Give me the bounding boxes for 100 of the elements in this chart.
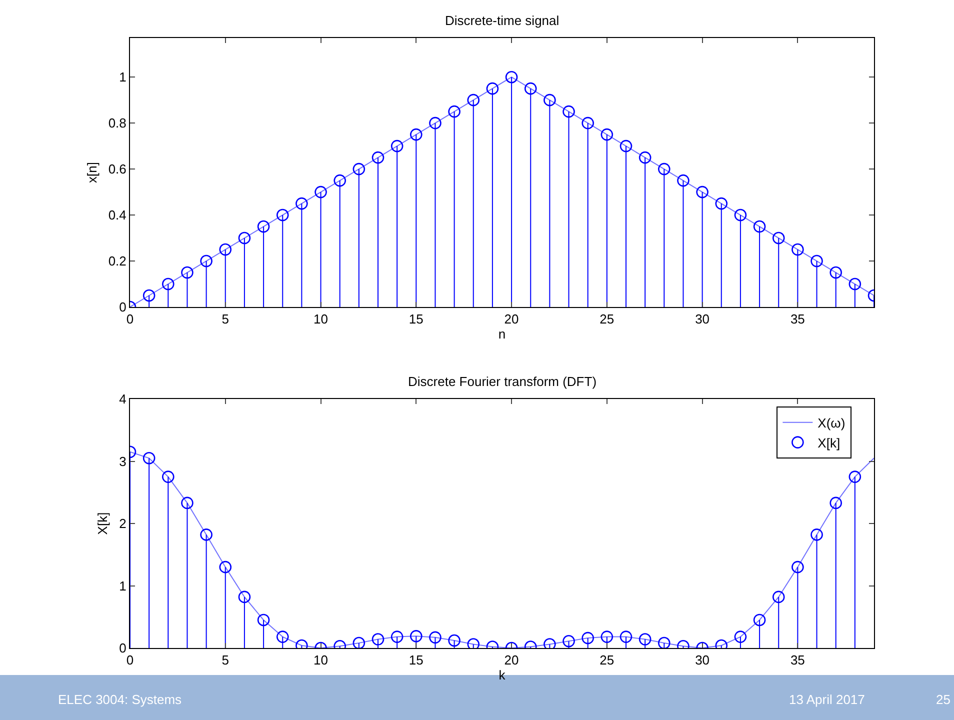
point [753, 220, 766, 233]
point [276, 208, 289, 222]
point [734, 208, 747, 222]
point [505, 70, 518, 84]
point [390, 140, 404, 152]
point [562, 105, 575, 118]
point [238, 590, 251, 604]
point [467, 94, 480, 106]
y-tick-label: 0 [119, 300, 126, 315]
chart-title: Discrete-time signal [445, 13, 560, 28]
point [448, 105, 460, 118]
point [410, 630, 422, 642]
x-tick-label: 15 [408, 652, 424, 668]
point [314, 186, 327, 198]
point [677, 174, 690, 187]
point [162, 278, 174, 290]
x-tick-label: 35 [790, 312, 805, 327]
point [200, 254, 212, 268]
point [486, 82, 499, 95]
x-axis-title: k [498, 668, 506, 683]
x-tick-label: 30 [695, 312, 710, 327]
point [181, 496, 194, 510]
point [257, 614, 270, 626]
y-tick-label: 4 [119, 392, 126, 407]
point [544, 94, 556, 106]
point [219, 560, 232, 574]
point [257, 220, 270, 233]
point [734, 630, 747, 643]
legend-label: X[k] [818, 435, 840, 450]
x-tick-label: 25 [600, 652, 614, 668]
point [448, 634, 460, 647]
point [830, 266, 842, 279]
point [658, 162, 670, 176]
point [181, 266, 194, 279]
y-tick-label: 0.6 [108, 162, 126, 177]
point [429, 631, 442, 644]
y-axis-title: x[n] [84, 162, 100, 183]
point [390, 630, 404, 643]
point [467, 638, 480, 648]
point [352, 636, 366, 648]
point [600, 630, 614, 643]
point [792, 560, 804, 574]
point [372, 633, 384, 646]
x-tick-label: 5 [222, 652, 229, 668]
point [238, 232, 251, 244]
point [620, 140, 632, 152]
text: 13 April 2017 [789, 692, 865, 707]
point [429, 116, 442, 130]
point [142, 289, 156, 302]
point [200, 528, 212, 541]
y-tick-label: 0.8 [108, 116, 126, 131]
point [830, 496, 842, 510]
point [372, 151, 384, 164]
y-tick-label: 0 [119, 640, 126, 656]
point [524, 82, 537, 95]
text: ELEC 3004: Systems [58, 692, 182, 707]
point [772, 590, 785, 604]
point [334, 174, 346, 187]
y-tick-label: 0.4 [108, 208, 126, 223]
legend-label: X(ω) [818, 415, 846, 430]
point [410, 128, 422, 141]
x-axis-title: n [498, 326, 506, 342]
chart-title: Discrete Fourier transform (DFT) [408, 374, 597, 389]
point [810, 528, 823, 541]
point [219, 243, 232, 256]
text: 25 [936, 692, 950, 707]
point [848, 278, 862, 290]
y-tick-label: 0.2 [108, 254, 126, 269]
y-tick-label: 3 [119, 454, 126, 469]
x-tick-label: 15 [408, 312, 424, 327]
point [620, 630, 632, 643]
y-tick-label: 2 [119, 516, 126, 532]
point [562, 635, 575, 648]
point [696, 186, 708, 198]
point [848, 470, 862, 483]
y-tick-label: 1 [119, 578, 126, 594]
point [582, 632, 594, 644]
point [276, 630, 289, 643]
x-tick-label: 35 [790, 652, 805, 668]
x-tick-label: 10 [314, 312, 328, 327]
point [600, 128, 614, 141]
point [638, 633, 652, 646]
y-axis-title: X[k] [95, 512, 110, 535]
point [352, 162, 366, 176]
x-tick-label: 20 [504, 652, 519, 668]
x-tick-label: 10 [314, 652, 328, 668]
point [792, 243, 804, 256]
x-tick-label: 5 [222, 312, 229, 327]
point [544, 638, 556, 648]
point [296, 197, 308, 210]
point [142, 452, 156, 464]
point [582, 116, 594, 130]
point [658, 636, 670, 648]
x-tick-label: 30 [695, 652, 710, 668]
x-tick-label: 20 [504, 312, 519, 327]
point [810, 254, 823, 268]
x-tick-label: 25 [600, 312, 614, 327]
y-tick-label: 1 [119, 70, 126, 85]
point [772, 232, 785, 244]
point [753, 614, 766, 626]
